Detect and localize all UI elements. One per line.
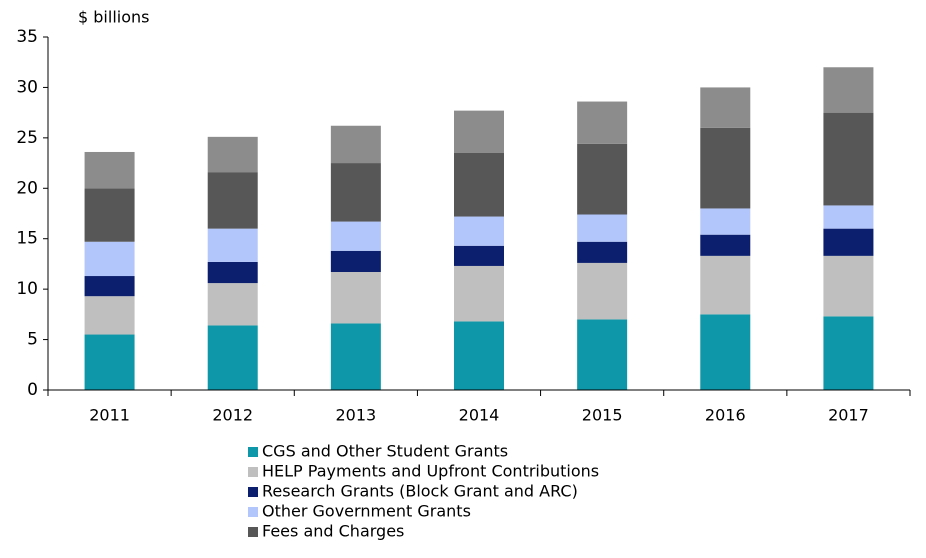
- bar-segment: [84, 296, 135, 335]
- bar-segment: [700, 127, 751, 209]
- y-tick-label: 20: [16, 178, 38, 198]
- bar-segment: [207, 172, 258, 229]
- x-tick-label: 2016: [705, 406, 746, 425]
- bar-segment: [823, 255, 874, 317]
- y-axis-label: $ billions: [78, 8, 149, 27]
- y-tick-label: 10: [16, 279, 38, 299]
- bar-segment: [207, 136, 258, 173]
- bar-segment: [577, 101, 628, 144]
- bar-segment: [330, 125, 381, 164]
- legend-swatch: [248, 447, 258, 457]
- x-tick-label: 2014: [459, 406, 500, 425]
- legend-swatch: [248, 527, 258, 537]
- bar-segment: [700, 255, 751, 315]
- bar-segment: [84, 151, 135, 189]
- bar-segment: [700, 314, 751, 390]
- legend-swatch: [248, 467, 258, 477]
- bar-segment: [823, 316, 874, 390]
- bar-segment: [454, 152, 504, 217]
- bar-segment: [330, 323, 381, 390]
- bar-segment: [330, 163, 381, 222]
- y-tick-label: 15: [16, 229, 38, 249]
- bar-segment: [330, 271, 381, 324]
- legend-label: CGS and Other Student Grants: [262, 442, 508, 461]
- legend-swatch: [248, 507, 258, 517]
- bar-segment: [700, 234, 751, 256]
- bar-segment: [207, 325, 258, 390]
- bar-segment: [84, 276, 135, 297]
- bar-segment: [577, 319, 628, 390]
- bar-segment: [700, 208, 751, 235]
- y-tick-label: 0: [27, 380, 38, 400]
- bar-segment: [84, 334, 135, 390]
- bar-segment: [577, 241, 628, 263]
- bar-segment: [207, 261, 258, 284]
- legend-label: Research Grants (Block Grant and ARC): [262, 482, 578, 501]
- x-tick-label: 2017: [828, 406, 869, 425]
- y-tick-label: 25: [16, 128, 38, 148]
- bar-segment: [84, 241, 135, 277]
- y-tick-label: 30: [16, 77, 38, 97]
- bar-segment: [207, 283, 258, 326]
- y-tick-label: 35: [16, 27, 38, 47]
- bar-segment: [84, 188, 135, 242]
- x-tick-label: 2012: [212, 406, 253, 425]
- y-tick-label: 5: [27, 330, 38, 350]
- legend-label: Fees and Charges: [262, 522, 404, 541]
- x-tick-label: 2011: [89, 406, 130, 425]
- bar-segment: [454, 216, 504, 246]
- bar-segment: [823, 228, 874, 256]
- legend-swatch: [248, 487, 258, 497]
- bar-segment: [823, 205, 874, 229]
- bar-segment: [454, 245, 504, 266]
- bar-segment: [330, 221, 381, 251]
- bar-segment: [577, 143, 628, 215]
- bar-segment: [823, 67, 874, 113]
- bar-segment: [577, 214, 628, 242]
- x-tick-label: 2015: [582, 406, 623, 425]
- bar-segment: [207, 228, 258, 262]
- bar-segment: [454, 265, 504, 322]
- bar-segment: [454, 110, 504, 153]
- bar-segment: [823, 112, 874, 206]
- x-tick-label: 2013: [335, 406, 376, 425]
- legend-label: Other Government Grants: [262, 502, 471, 521]
- bar-segment: [700, 87, 751, 128]
- bar-segment: [577, 262, 628, 320]
- legend-label: HELP Payments and Upfront Contributions: [262, 462, 599, 481]
- bar-segment: [454, 321, 504, 390]
- bar-segment: [330, 250, 381, 272]
